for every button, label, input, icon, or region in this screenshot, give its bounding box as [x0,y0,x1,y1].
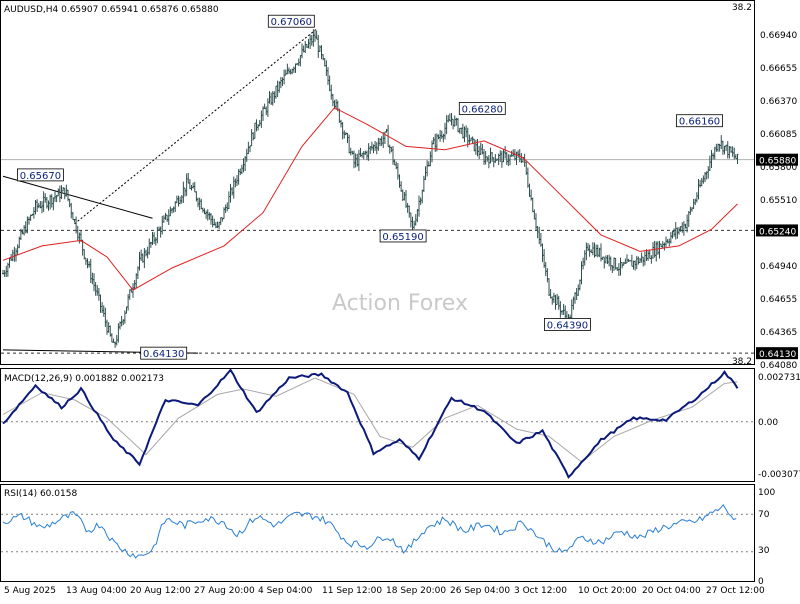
macd-panel-frame [0,368,755,482]
price-ytick: 0.64940 [760,262,797,272]
price-label: 0.65670 [20,171,61,182]
time-xtick: 20 Aug 12:00 [130,586,191,596]
price-label: 0.64390 [547,320,588,331]
price-panel-frame [0,0,755,365]
time-xtick: 11 Sep 12:00 [322,586,382,596]
price-tag: 0.65240 [759,227,796,237]
time-xtick: 13 Aug 04:00 [66,586,127,596]
trendline [2,175,153,219]
trendline [74,28,317,225]
rsi-line [2,503,737,559]
price-label: 0.64130 [143,349,184,360]
time-xtick: 26 Sep 04:00 [450,586,510,596]
trendlines [2,28,317,354]
price-labels: 0.67060 0.66280 0.65670 0.65190 0.66160 0.643… [16,14,723,360]
fib-level-bottom: 38.2 [732,357,752,367]
price-ytick: 0.66370 [760,97,797,107]
time-xtick: 3 Oct 12:00 [514,586,567,596]
price-tag: 0.64130 [759,350,796,360]
macd-ytick: -0.003077 [758,470,800,480]
rsi-ytick: 30 [758,546,770,556]
watermark: Action Forex [332,291,468,316]
price-tag: 0.65880 [759,157,796,167]
time-xtick: 4 Sep 04:00 [258,586,313,596]
price-label-box [458,102,506,115]
price-label-box [140,346,188,360]
price-tag-bg [756,224,798,237]
time-xtick: 27 Oct 12:00 [706,586,765,596]
price-ytick: 0.64080 [760,361,797,371]
time-xtick: 10 Oct 20:00 [578,586,637,596]
rsi-series [1,503,754,559]
macd-ytick: 0.00 [758,418,778,428]
price-ytick: 0.66655 [760,64,797,74]
price-label: 0.65190 [382,232,423,243]
macd-header: MACD(12,26,9) 0.001882 0.002173 [4,374,164,384]
rsi-panel-frame [0,484,755,582]
rsi-ytick: 70 [758,510,770,520]
price-ytick: 0.64365 [760,328,797,338]
time-xtick: 5 Aug 2025 [4,586,56,596]
macd-signal-line [2,377,738,463]
rsi-header: RSI(14) 60.0158 [4,489,77,499]
price-ytick: 0.65510 [760,196,797,206]
price-ytick: 0.64655 [760,295,797,305]
price-label: 0.66160 [679,117,720,128]
price-tag-bg [756,153,798,166]
macd-line [2,368,739,479]
fib-level-top: 38.2 [732,3,752,13]
rsi-yaxis: 100 70 30 0 [758,488,775,587]
rsi-ytick: 0 [758,577,764,587]
price-yaxis: 0.66940 0.66655 0.66370 0.66085 0.65800 … [760,31,797,371]
price-tag-bg [756,347,798,360]
price-tags: 0.65240 0.64130 0.65880 [756,153,798,360]
macd-ytick: 0.002731 [758,373,800,383]
price-ytick: 0.66085 [760,130,797,140]
time-xtick: 27 Aug 20:00 [194,586,255,596]
horizontal-levels [1,159,754,354]
price-ytick: 0.65800 [760,163,797,173]
price-label-box [676,114,723,128]
moving-average [2,107,738,291]
macd-series [1,368,754,479]
time-xaxis: 5 Aug 2025 13 Aug 04:00 20 Aug 12:00 27 … [4,586,765,596]
rsi-ytick: 100 [758,488,775,498]
time-xtick: 20 Oct 04:00 [642,586,701,596]
macd-yaxis: 0.002731 0.00 -0.003077 [758,373,800,480]
time-xtick: 18 Sep 20:00 [386,586,446,596]
price-label-box [16,168,64,182]
price-label-box [544,318,591,331]
price-header: AUDUSD,H4 0.65907 0.65941 0.65876 0.6588… [4,5,219,15]
price-ytick: 0.66940 [760,31,797,41]
price-label: 0.66280 [462,104,503,115]
candlestick-series [2,29,739,348]
price-label-box [267,14,315,28]
ma-line [2,107,738,291]
price-label-box [379,229,427,243]
price-label: 0.67060 [271,17,312,28]
